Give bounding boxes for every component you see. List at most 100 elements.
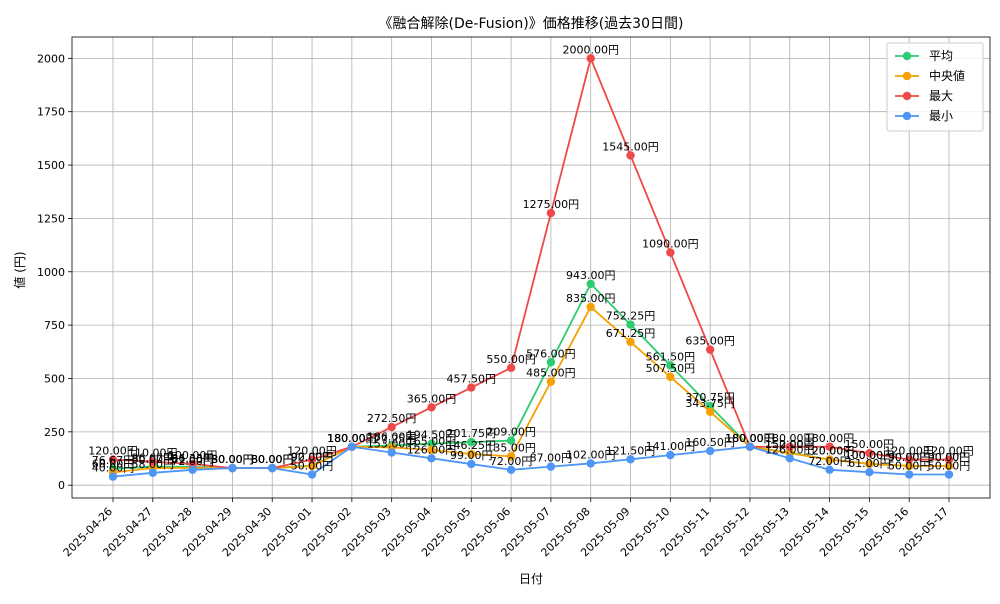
data-label: 86.33円 <box>171 452 214 465</box>
data-label: 90.00円 <box>928 451 971 464</box>
data-label: 80.00円 <box>251 453 294 466</box>
data-label: 180.00円 <box>327 432 377 445</box>
data-point <box>705 345 715 354</box>
data-label: 180.00円 <box>765 432 815 445</box>
data-label: 272.50円 <box>367 412 417 425</box>
data-label: 150.00円 <box>845 438 895 451</box>
series-group <box>108 54 954 481</box>
data-label: 1090.00円 <box>642 238 699 251</box>
data-label: 180.00円 <box>725 432 775 445</box>
series-line <box>112 445 949 478</box>
legend-marker <box>902 111 912 121</box>
data-label: 61.00円 <box>848 457 891 470</box>
data-label: 180.00円 <box>805 432 855 445</box>
data-point <box>108 455 118 464</box>
data-point <box>666 372 675 382</box>
data-label: 160.50円 <box>685 436 735 449</box>
data-point <box>904 455 914 464</box>
data-point <box>586 54 595 63</box>
data-point <box>546 208 556 218</box>
data-labels: 76.67円86.67円86.33円80.00円80.00円92.00円180.… <box>88 43 974 474</box>
data-point <box>666 361 675 370</box>
data-label: 92.00円 <box>291 451 334 464</box>
data-label: 943.00円 <box>566 269 616 282</box>
data-label: 102.00円 <box>566 448 616 461</box>
data-label: 201.75円 <box>447 427 497 440</box>
data-label: 365.00円 <box>407 392 457 405</box>
data-point <box>427 445 436 455</box>
data-label: 80.00円 <box>211 453 254 466</box>
data-point <box>546 377 556 386</box>
legend-marker <box>902 71 912 81</box>
data-point <box>467 449 476 459</box>
data-point <box>546 358 556 367</box>
chart-title: 《融合解除(De-Fusion)》価格推移(過去30日間) <box>379 16 684 32</box>
data-point <box>506 452 516 461</box>
data-label: 76.67円 <box>92 454 135 467</box>
data-point <box>666 450 675 460</box>
data-label: 50.00円 <box>888 460 931 473</box>
data-label: 180.00円 <box>327 432 377 445</box>
data-point <box>546 462 556 471</box>
data-point <box>586 279 595 289</box>
data-point <box>626 455 635 464</box>
legend-label: 中央値 <box>929 68 965 83</box>
data-point <box>825 442 834 451</box>
data-point <box>467 437 476 447</box>
data-label: 180.00円 <box>725 432 775 445</box>
y-tick-label: 1500 <box>37 159 65 172</box>
data-point <box>506 436 516 445</box>
data-label: 50.00円 <box>291 460 334 473</box>
data-label: 671.25円 <box>606 327 656 340</box>
data-label: 180.00円 <box>327 432 377 445</box>
y-tick-label: 1750 <box>37 106 65 119</box>
data-label: 72.00円 <box>490 455 533 468</box>
data-label: 110.00円 <box>128 447 178 460</box>
data-point <box>188 459 197 469</box>
data-label: 343.75円 <box>685 397 735 410</box>
data-point <box>427 403 436 412</box>
data-point <box>506 363 516 373</box>
data-label: 141.00円 <box>646 440 696 453</box>
data-label: 126.00円 <box>407 443 457 456</box>
data-label: 457.50円 <box>447 373 497 386</box>
legend-label: 平均 <box>929 49 953 63</box>
data-label: 90.00円 <box>888 451 931 464</box>
data-point <box>427 439 436 448</box>
y-tick-label: 750 <box>44 319 65 332</box>
data-point <box>506 465 516 475</box>
data-point <box>148 457 158 466</box>
data-label: 80.00円 <box>211 453 254 466</box>
data-label: 90.00円 <box>928 451 971 464</box>
data-label: 2000.00円 <box>562 43 619 56</box>
data-point <box>705 401 715 411</box>
y-tick-label: 2000 <box>37 52 65 65</box>
data-label: 120.00円 <box>287 445 337 458</box>
data-label: 100.00円 <box>845 449 895 462</box>
data-label: 1545.00円 <box>602 140 659 153</box>
data-label: 72.00円 <box>808 455 851 468</box>
legend-box <box>886 42 984 132</box>
data-point <box>387 422 396 432</box>
data-label: 153.00円 <box>367 438 417 451</box>
data-point <box>387 448 396 457</box>
data-label: 80.00円 <box>251 453 294 466</box>
plot-frame <box>71 36 991 499</box>
data-label: 120.00円 <box>884 445 934 458</box>
data-point <box>944 461 954 471</box>
data-label: 1275.00円 <box>523 198 580 211</box>
data-label: 135.00円 <box>486 441 536 454</box>
data-point <box>865 448 874 458</box>
data-point <box>705 407 715 417</box>
data-label: 80.00円 <box>211 453 254 466</box>
data-point <box>825 455 834 464</box>
data-label: 90.00円 <box>291 451 334 464</box>
data-label: 121.50円 <box>606 444 656 457</box>
data-point <box>307 461 317 471</box>
data-label: 180.00円 <box>327 432 377 445</box>
grid-lines <box>72 37 990 498</box>
data-label: 146.25円 <box>447 439 497 452</box>
data-point <box>785 454 794 463</box>
data-label: 561.50円 <box>646 350 696 363</box>
